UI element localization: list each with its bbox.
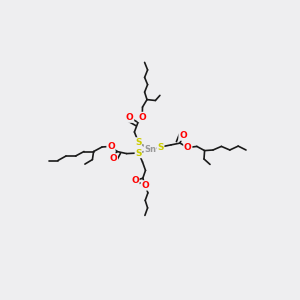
Text: O: O (138, 112, 146, 122)
Text: O: O (184, 143, 192, 152)
Text: O: O (110, 154, 117, 163)
Text: Sn: Sn (144, 146, 156, 154)
Text: O: O (107, 142, 115, 151)
Text: S: S (135, 148, 142, 158)
Text: S: S (135, 138, 142, 147)
Text: O: O (141, 181, 149, 190)
Text: O: O (131, 176, 139, 185)
Text: O: O (126, 113, 134, 122)
Text: O: O (179, 131, 187, 140)
Text: S: S (157, 142, 164, 152)
